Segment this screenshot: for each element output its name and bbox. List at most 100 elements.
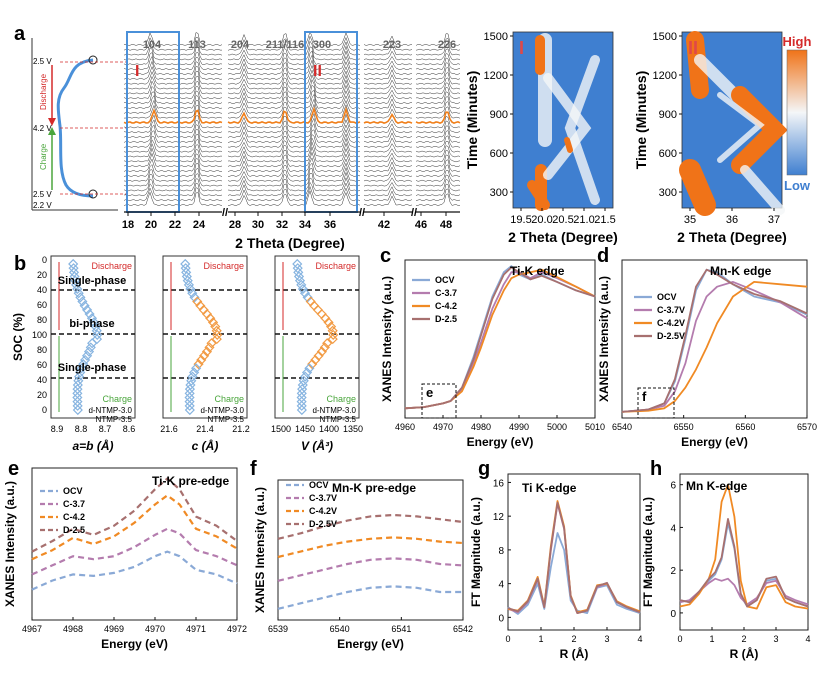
xrd-pattern-line — [363, 108, 413, 119]
lattice-data-point — [304, 363, 315, 374]
heatmap-y-tick-label: 900 — [490, 109, 508, 121]
xrd-pattern-line — [363, 56, 413, 66]
y-tick-label: 8 — [498, 546, 504, 557]
heatmap-label: I — [519, 38, 524, 58]
composition-label: NTMP-3.5 — [320, 415, 357, 424]
xrd-pattern-line — [415, 178, 461, 192]
panel-label-h: h — [650, 458, 662, 480]
x-tick-label: 6560 — [735, 422, 755, 432]
chart-ylabel: XANES Intensity (a.u.) — [380, 276, 394, 402]
xrd-pattern-line — [363, 152, 413, 163]
xrd-pattern-line — [415, 130, 461, 143]
chart-frame — [621, 259, 808, 419]
series-line-d-2-5v — [277, 513, 464, 540]
legend-label: OCV — [309, 480, 329, 490]
lattice-data-point — [72, 404, 83, 416]
lattice-data-point — [78, 359, 89, 370]
voltage-label-bottom: 2.2 V — [33, 201, 52, 210]
chart-ylabel: XANES Intensity (a.u.) — [597, 276, 611, 402]
xrd-pattern-line — [415, 82, 461, 95]
xrd-pattern-line — [363, 161, 413, 172]
voltage-profile: Charge Discharge 2.5 V 4.2 V 2.5 V 2.2 V — [31, 38, 128, 211]
lattice-data-point — [88, 317, 100, 328]
xrd-pattern-line — [415, 164, 461, 177]
lattice-data-point — [207, 317, 219, 328]
panel-label-f: f — [250, 458, 257, 480]
xrd-peak-label: 104 — [143, 39, 162, 51]
xrd-tick-label: 32 — [276, 219, 288, 231]
chart-xlabel: Energy (eV) — [101, 637, 168, 651]
x-tick-label: 4970 — [145, 624, 165, 634]
xrd-pattern-line — [123, 52, 223, 66]
xrd-pattern-line — [415, 77, 461, 90]
xrd-pattern-line — [123, 178, 223, 192]
xrd-pattern-line — [123, 60, 223, 75]
lattice-data-point — [323, 317, 334, 328]
xrd-xlabel: 2 Theta (Degree) — [235, 235, 345, 251]
soc-ylabel: SOC (%) — [11, 313, 25, 361]
xrd-pattern-line — [123, 80, 223, 95]
xrd-pattern-line — [123, 173, 223, 187]
xrd-pattern-line — [123, 99, 223, 114]
charge-text: Charge — [326, 394, 356, 404]
legend-label: OCV — [435, 275, 455, 285]
x-tick-label: 4970 — [433, 422, 453, 432]
lattice-data-point — [81, 304, 93, 315]
xrd-pattern-line — [123, 65, 223, 80]
x-tick-label: 6570 — [797, 422, 817, 432]
lattice-data-point — [86, 313, 98, 324]
lattice-data-point — [299, 288, 311, 299]
soc-tick-label: 40 — [37, 375, 47, 385]
xrd-pattern-line — [123, 152, 223, 168]
lattice-data-point — [189, 292, 200, 303]
xrd-pattern-line — [415, 120, 461, 134]
lattice-data-point — [196, 354, 207, 366]
heatmap-peak-band — [543, 73, 592, 180]
soc-tick-label: 0 — [42, 255, 47, 265]
legend-label: D-2.5 — [435, 314, 457, 324]
xrd-pattern-line — [415, 33, 461, 46]
x-tick-label: 6541 — [391, 624, 411, 634]
soc-tick-label: 80 — [37, 345, 47, 355]
panel-label-d: d — [597, 245, 609, 267]
lattice-data-point — [192, 296, 203, 307]
x-tick-label: 4 — [637, 634, 642, 644]
lattice-xlabel: V (Å³) — [301, 439, 333, 453]
axis-break: // — [411, 207, 417, 219]
xrd-pattern-line — [363, 98, 413, 109]
chart-xlabel: Energy (eV) — [681, 435, 748, 449]
charge-text: Charge — [214, 394, 244, 404]
colorbar: High Low — [783, 34, 812, 193]
lattice-xlabel: c (Å) — [192, 439, 219, 453]
x-tick-label: 6539 — [268, 624, 288, 634]
composition-label: d-NTMP-3.0 — [88, 406, 132, 415]
x-tick-label: 6540 — [330, 624, 350, 634]
chart-title: Ti-K pre-edge — [152, 474, 229, 488]
soc-tick-label: 60 — [37, 360, 47, 370]
xrd-pattern-line — [123, 70, 223, 85]
xrd-pattern-line — [123, 37, 222, 51]
lattice-data-point — [79, 300, 90, 311]
xrd-pattern-line — [123, 133, 223, 148]
xrd-pattern-line — [123, 75, 223, 90]
xrd-pattern-line — [227, 103, 361, 119]
heatmap-peak-band — [564, 55, 600, 205]
xrd-pattern-line — [415, 140, 461, 153]
xrd-pattern-line — [227, 93, 361, 109]
xrd-pattern-line — [415, 43, 461, 56]
panel-label-b: b — [14, 253, 26, 275]
lattice-data-point — [301, 367, 313, 378]
lattice-data-point — [187, 371, 198, 382]
chart-title: Mn-K edge — [710, 264, 772, 278]
lattice-data-point — [325, 321, 337, 332]
heatmap-ylabel: Time (Minutes) — [464, 71, 480, 170]
legend-label: C-4.2 — [435, 301, 457, 311]
voltage-label-mid: 4.2 V — [33, 124, 52, 133]
soc-tick-label: 100 — [32, 330, 47, 340]
legend-label: C-3.7V — [657, 305, 685, 315]
lattice-x-tick-label: 1500 — [271, 424, 291, 434]
x-tick-label: 5010 — [585, 422, 605, 432]
legend-label: C-4.2V — [309, 506, 337, 516]
lattice-data-point — [320, 313, 331, 324]
